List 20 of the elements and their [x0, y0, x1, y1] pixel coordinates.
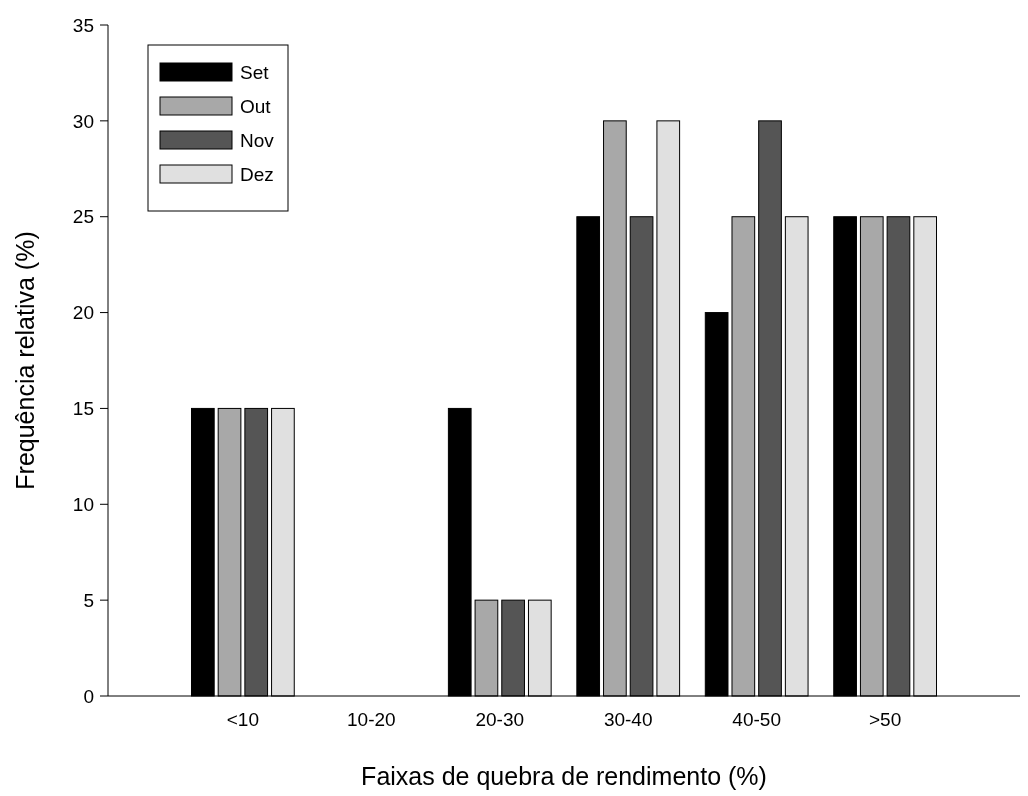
x-tick-label: 40-50: [732, 709, 781, 730]
y-tick-label: 30: [72, 110, 94, 132]
legend-label: Set: [240, 61, 270, 83]
x-tick-label: 20-30: [475, 709, 525, 730]
y-tick-label: 20: [72, 302, 94, 324]
x-axis-title: Faixas de quebra de rendimento (%): [361, 762, 767, 790]
y-axis-title: Frequência relativa (%): [11, 231, 39, 490]
y-tick-label: 25: [72, 206, 94, 228]
y-tick-label: 35: [72, 14, 94, 36]
y-tick-label: 5: [83, 589, 94, 611]
legend-label: Out: [240, 95, 272, 117]
y-tick-label: 15: [72, 398, 94, 420]
legend-label: Dez: [240, 163, 274, 185]
x-tick-label: 30-40: [603, 709, 653, 730]
y-tick-label: 10: [72, 493, 94, 515]
x-tick-label: >50: [869, 709, 902, 730]
x-tick-label: 10-20: [347, 709, 396, 730]
x-tick-label: <10: [226, 709, 259, 730]
y-tick-label: 0: [83, 685, 94, 707]
legend-label: Nov: [240, 129, 275, 151]
